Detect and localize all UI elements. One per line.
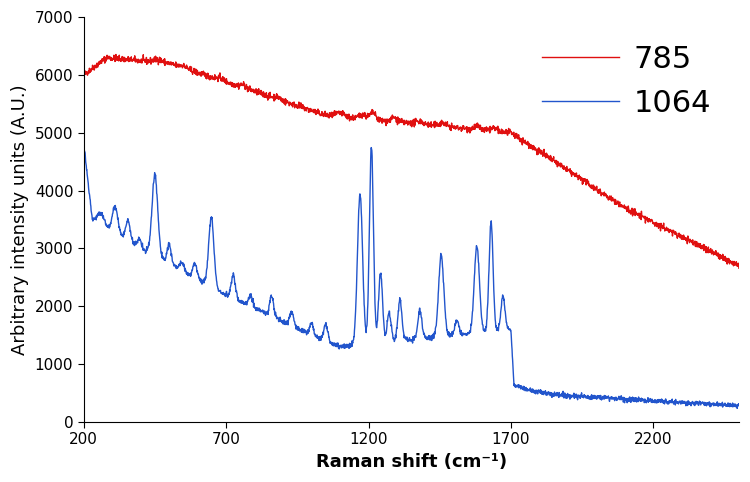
785 — [80, 71, 88, 77]
785 — [446, 127, 454, 133]
1064 — [303, 330, 312, 335]
1064 — [80, 140, 88, 146]
785 — [171, 61, 180, 67]
785 — [303, 105, 312, 110]
785 — [734, 265, 743, 271]
Y-axis label: Arbitrary intensity units (A.U.): Arbitrary intensity units (A.U.) — [11, 84, 29, 355]
Legend: 785, 1064: 785, 1064 — [530, 32, 724, 130]
1064 — [627, 395, 636, 401]
1064 — [170, 263, 179, 268]
1064 — [733, 405, 742, 411]
X-axis label: Raman shift (cm⁻¹): Raman shift (cm⁻¹) — [316, 453, 507, 471]
Line: 1064: 1064 — [84, 143, 739, 408]
Line: 785: 785 — [84, 54, 739, 268]
1064 — [582, 393, 591, 399]
1064 — [734, 401, 743, 407]
785 — [431, 120, 440, 125]
1064 — [446, 334, 454, 340]
785 — [582, 180, 591, 186]
785 — [112, 52, 121, 57]
1064 — [431, 325, 440, 331]
785 — [628, 205, 637, 211]
